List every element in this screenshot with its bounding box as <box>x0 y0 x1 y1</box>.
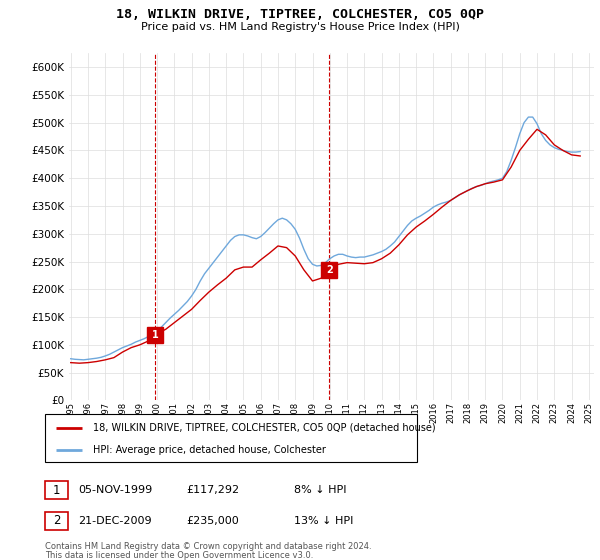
FancyBboxPatch shape <box>45 414 417 462</box>
Text: 1: 1 <box>151 330 158 340</box>
Text: £117,292: £117,292 <box>186 485 239 495</box>
Text: 8% ↓ HPI: 8% ↓ HPI <box>294 485 347 495</box>
Text: 1: 1 <box>53 483 60 497</box>
Text: £235,000: £235,000 <box>186 516 239 526</box>
Text: Contains HM Land Registry data © Crown copyright and database right 2024.: Contains HM Land Registry data © Crown c… <box>45 542 371 550</box>
Text: 18, WILKIN DRIVE, TIPTREE, COLCHESTER, CO5 0QP (detached house): 18, WILKIN DRIVE, TIPTREE, COLCHESTER, C… <box>94 423 436 433</box>
Text: 2: 2 <box>326 265 333 275</box>
Text: HPI: Average price, detached house, Colchester: HPI: Average price, detached house, Colc… <box>94 445 326 455</box>
Text: Price paid vs. HM Land Registry's House Price Index (HPI): Price paid vs. HM Land Registry's House … <box>140 22 460 32</box>
Text: 2: 2 <box>53 514 60 528</box>
Text: 18, WILKIN DRIVE, TIPTREE, COLCHESTER, CO5 0QP: 18, WILKIN DRIVE, TIPTREE, COLCHESTER, C… <box>116 8 484 21</box>
Text: 13% ↓ HPI: 13% ↓ HPI <box>294 516 353 526</box>
Text: 05-NOV-1999: 05-NOV-1999 <box>78 485 152 495</box>
Text: This data is licensed under the Open Government Licence v3.0.: This data is licensed under the Open Gov… <box>45 551 313 560</box>
Text: 21-DEC-2009: 21-DEC-2009 <box>78 516 152 526</box>
